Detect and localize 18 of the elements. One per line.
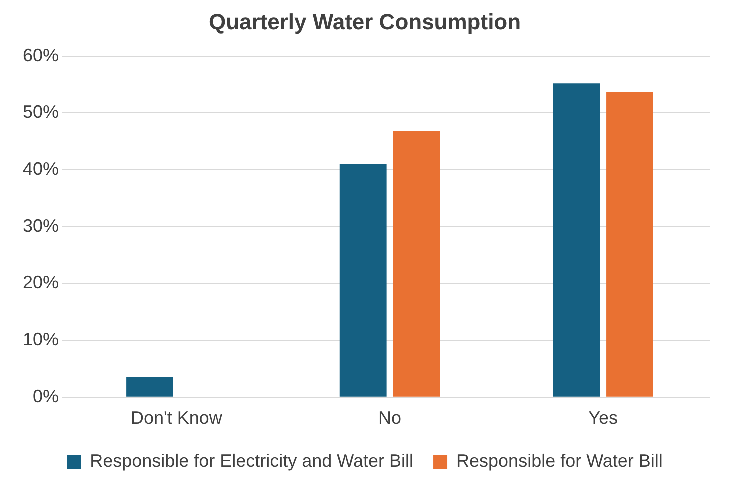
y-tick-label: 10% xyxy=(22,330,60,350)
legend-label: Responsible for Electricity and Water Bill xyxy=(90,450,414,471)
bar xyxy=(393,131,440,397)
y-tick-label: 50% xyxy=(22,102,60,122)
bar xyxy=(340,164,387,397)
legend-label: Responsible for Water Bill xyxy=(456,450,663,471)
bar xyxy=(553,84,600,397)
x-tick-label: Don't Know xyxy=(130,408,224,428)
x-tick-label: No xyxy=(378,408,402,428)
y-tick-label: 20% xyxy=(22,272,60,293)
y-tick-label: 0% xyxy=(33,386,60,406)
chart-title: Quarterly Water Consumption xyxy=(208,9,522,34)
y-tick-label: 60% xyxy=(22,45,60,66)
bar xyxy=(606,92,654,397)
y-tick-label: 40% xyxy=(22,159,60,180)
bar xyxy=(126,378,174,397)
x-tick-label: Yes xyxy=(588,408,618,428)
y-tick-label: 30% xyxy=(22,216,60,236)
